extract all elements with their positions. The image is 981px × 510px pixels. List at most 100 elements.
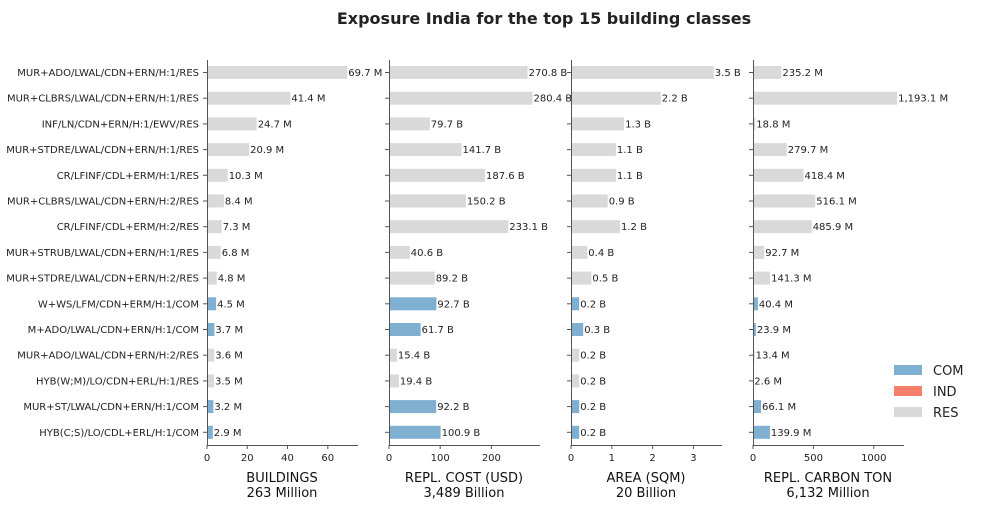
- total-label: 3,489 Billion: [424, 486, 505, 501]
- bar-res: [389, 245, 410, 259]
- category-label: HYB(C;S)/LO/CDL+ERL/H:1/COM: [39, 428, 199, 439]
- value-label: 40.4 M: [759, 299, 793, 310]
- value-label: 61.7 B: [422, 325, 454, 336]
- bar-com: [753, 297, 758, 311]
- bar-com: [207, 323, 215, 336]
- bar-res: [753, 271, 771, 285]
- bar-res: [571, 374, 580, 388]
- value-label: 79.7 B: [431, 119, 463, 130]
- bar-res: [571, 194, 608, 208]
- bar-res: [207, 91, 291, 105]
- value-label: 1.2 B: [621, 222, 647, 233]
- bar-res: [753, 194, 816, 208]
- legend-label: IND: [933, 385, 957, 400]
- value-label: 23.9 M: [757, 325, 791, 336]
- bar-res: [389, 271, 435, 285]
- x-tick-label: 0: [386, 453, 392, 464]
- x-tick-label: 0: [204, 453, 210, 464]
- bar-com: [753, 400, 761, 414]
- x-axis-label: AREA (SQM): [606, 471, 685, 486]
- x-tick-label: 60: [321, 453, 334, 464]
- value-label: 8.4 M: [225, 197, 253, 208]
- value-label: 187.6 B: [486, 171, 525, 182]
- value-label: 3.5 M: [215, 376, 243, 387]
- bar-res: [389, 194, 466, 208]
- value-label: 13.4 M: [756, 351, 790, 362]
- bar-res: [571, 220, 620, 234]
- bar-res: [207, 245, 221, 259]
- bar-res: [389, 143, 462, 157]
- value-label: 7.3 M: [223, 222, 251, 233]
- bar-res: [571, 348, 580, 362]
- value-label: 92.7 M: [765, 248, 799, 259]
- bar-res: [753, 66, 782, 79]
- value-label: 0.2 B: [580, 351, 606, 362]
- value-label: 19.4 B: [400, 376, 432, 387]
- value-label: 20.9 M: [250, 145, 284, 156]
- value-label: 1.1 B: [617, 145, 643, 156]
- panel-1: 69.7 M 41.4 M 24.7 M 20.9 M 10.3 M 8.4 M 7.3 M…: [6, 60, 382, 501]
- bar-res: [389, 66, 528, 79]
- value-label: 41.4 M: [291, 94, 325, 105]
- value-label: 100.9 B: [442, 428, 481, 439]
- legend-swatch: [894, 365, 922, 375]
- bar-com: [389, 425, 441, 439]
- value-label: 279.7 M: [788, 145, 828, 156]
- bar-res: [207, 271, 217, 285]
- bar-com: [389, 323, 421, 336]
- value-label: 15.4 B: [398, 351, 430, 362]
- legend-entry-ind: IND: [894, 385, 957, 400]
- category-label: MUR+STRUB/LWAL/CDN+ERN/H:1/RES: [6, 248, 199, 259]
- category-label: CR/LFINF/CDL+ERM/H:1/RES: [57, 171, 199, 182]
- bar-res: [571, 245, 588, 259]
- value-label: 0.2 B: [580, 402, 606, 413]
- value-label: 0.5 B: [592, 274, 618, 285]
- bar-com: [571, 323, 584, 336]
- bar-res: [207, 66, 348, 79]
- bar-res: [571, 117, 625, 131]
- value-label: 150.2 B: [467, 197, 506, 208]
- value-label: 0.4 B: [588, 248, 614, 259]
- x-tick-label: 100: [431, 453, 450, 464]
- value-label: 3.2 M: [214, 402, 242, 413]
- x-axis-label: REPL. CARBON TON: [764, 471, 892, 486]
- category-label: MUR+CLBRS/LWAL/CDN+ERN/H:1/RES: [7, 94, 199, 105]
- value-label: 6.8 M: [222, 248, 250, 259]
- category-label: MUR+ADO/LWAL/CDN+ERN/H:1/RES: [17, 68, 199, 79]
- bar-res: [571, 143, 616, 157]
- value-label: 235.2 M: [782, 68, 822, 79]
- value-label: 0.2 B: [580, 299, 606, 310]
- value-label: 10.3 M: [229, 171, 263, 182]
- value-label: 3.6 M: [215, 351, 243, 362]
- value-label: 3.7 M: [215, 325, 243, 336]
- value-label: 92.2 B: [437, 402, 469, 413]
- category-label: MUR+ST/LWAL/CDN+ERN/H:1/COM: [23, 402, 199, 413]
- value-label: 270.8 B: [529, 68, 568, 79]
- bar-com: [571, 400, 580, 414]
- bar-com: [207, 297, 217, 311]
- value-label: 2.2 B: [662, 94, 688, 105]
- value-label: 1.3 B: [625, 119, 651, 130]
- category-label: MUR+CLBRS/LWAL/CDN+ERN/H:2/RES: [7, 197, 199, 208]
- chart-legend: COM IND RES: [894, 364, 964, 421]
- x-tick-label: 0: [750, 453, 756, 464]
- panel-4: 235.2 M 1,193.1 M 18.8 M 279.7 M 418.4 M 516.…: [749, 60, 948, 501]
- bar-res: [571, 66, 714, 79]
- bar-res: [753, 91, 898, 105]
- value-label: 485.9 M: [813, 222, 853, 233]
- value-label: 18.8 M: [756, 119, 790, 130]
- bar-res: [389, 117, 430, 131]
- x-tick-label: 2: [649, 453, 655, 464]
- value-label: 139.9 M: [771, 428, 811, 439]
- value-label: 418.4 M: [805, 171, 845, 182]
- value-label: 2.9 M: [214, 428, 242, 439]
- category-label: MUR+STDRE/LWAL/CDN+ERN/H:1/RES: [6, 145, 199, 156]
- panel-2: 270.8 B 280.4 B 79.7 B 141.7 B 187.6 B 150.2 …: [385, 60, 572, 501]
- value-label: 1,193.1 M: [898, 94, 948, 105]
- total-label: 20 Billion: [616, 486, 676, 501]
- value-label: 3.5 B: [715, 68, 741, 79]
- bar-res: [571, 91, 661, 105]
- bar-res: [753, 220, 812, 234]
- legend-label: RES: [933, 406, 959, 421]
